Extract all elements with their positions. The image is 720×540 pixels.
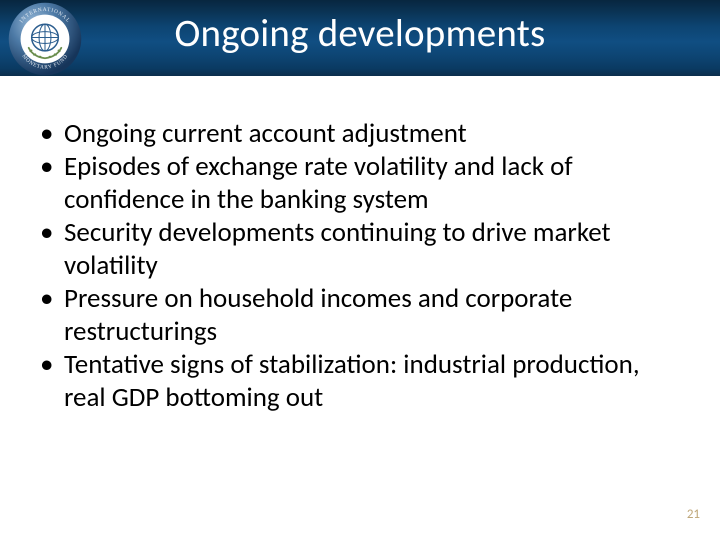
list-item: Tentative signs of stabilization: indust…: [36, 349, 684, 415]
list-item: Pressure on household incomes and corpor…: [36, 283, 684, 349]
slide-title: Ongoing developments: [0, 10, 720, 57]
list-item: Ongoing current account adjustment: [36, 118, 684, 151]
slide-body: Ongoing current account adjustment Episo…: [36, 118, 684, 414]
page-number: 21: [687, 507, 700, 522]
bullet-list: Ongoing current account adjustment Episo…: [36, 118, 684, 414]
list-item: Episodes of exchange rate volatility and…: [36, 151, 684, 217]
list-item: Security developments continuing to driv…: [36, 217, 684, 283]
